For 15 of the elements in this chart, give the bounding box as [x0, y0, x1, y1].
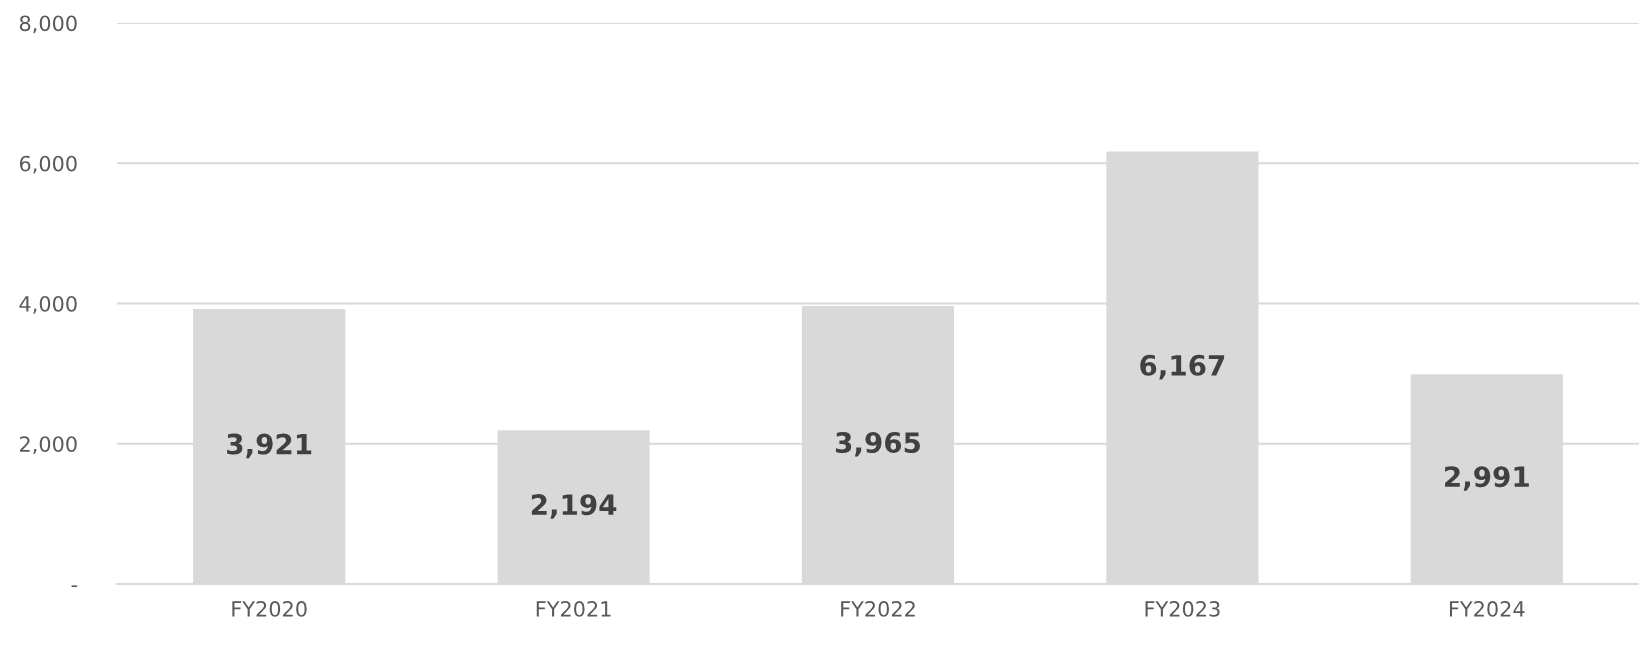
y-tick-label: 2,000 — [20, 436, 77, 455]
x-tick-label: FY2023 — [1145, 601, 1220, 617]
x-tick-label: FY2021 — [536, 601, 611, 617]
data-label: 6,167 — [1140, 354, 1225, 380]
x-tick-label: FY2020 — [232, 601, 307, 617]
y-tick-label: 4,000 — [19, 295, 77, 314]
data-label: 3,965 — [835, 432, 920, 457]
x-tick-label: FY2024 — [1449, 601, 1525, 617]
y-tick-label: 6,000 — [19, 155, 77, 174]
y-tick-label: 8,000 — [19, 15, 77, 34]
data-label: 2,194 — [531, 494, 617, 519]
data-label: 2,991 — [1445, 466, 1529, 491]
data-label: 3,921 — [227, 433, 312, 459]
x-tick-label: FY2022 — [841, 601, 915, 617]
y-tick-label: - — [71, 585, 78, 588]
